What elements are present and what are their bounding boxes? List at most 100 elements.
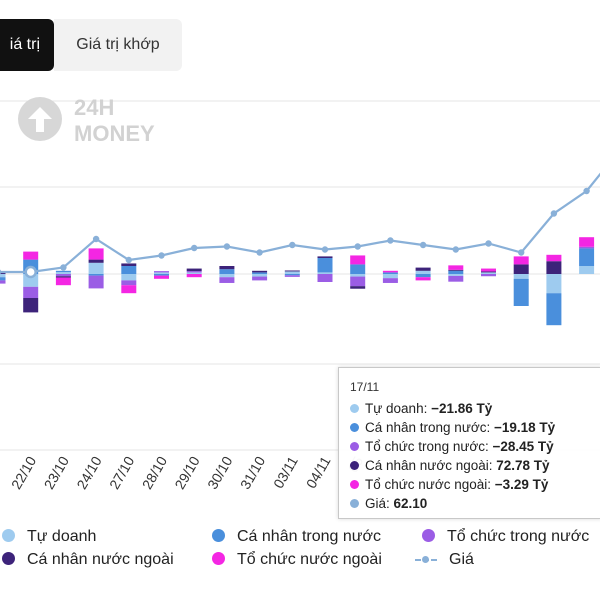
bar-to_chuc_nuoc_ngoai-14-11 <box>579 237 595 247</box>
bar-ca_nhan_nuoc_ngoai-05-11 <box>350 286 366 289</box>
x-tick-label-3: 27/10 <box>106 453 137 492</box>
bar-to_chuc_trong_nuoc-14-11 <box>579 246 595 249</box>
bar-to_chuc_nuoc_ngoai-10-11 <box>448 265 464 270</box>
x-tick-label-1: 23/10 <box>41 453 72 492</box>
bar-ca_nhan_nuoc_ngoai-04-11 <box>317 256 333 258</box>
price-point-22-10 <box>24 265 37 279</box>
bar-ca_nhan_trong_nuoc-10-11 <box>448 270 464 274</box>
bar-tu_doanh-24-10 <box>88 262 104 274</box>
tab-gia-tri[interactable]: iá trị <box>0 19 54 71</box>
bar-to_chuc_trong_nuoc-11-11 <box>481 274 496 277</box>
watermark-text-bottom: MONEY <box>74 121 155 146</box>
bar-tu_doanh-30-10 <box>219 274 235 278</box>
tooltip-row-ca-nhan-nuoc-ngoai: Cá nhân nước ngoài: 72.78 Tỷ <box>350 458 550 473</box>
bar-to_chuc_nuoc_ngoai-13-11 <box>546 254 562 262</box>
x-tick-label-2: 24/10 <box>73 453 104 492</box>
x-axis-labels: 22/10 23/10 24/10 27/10 28/10 29/10 30/10 31/10… <box>8 453 366 492</box>
bar-to_chuc_trong_nuoc-03-11 <box>284 275 300 277</box>
bar-tu_doanh-05-11 <box>350 274 366 277</box>
bar-ca_nhan_nuoc_ngoai-27-10 <box>121 263 137 266</box>
x-tick-label-0: 22/10 <box>8 453 39 492</box>
chart-grid <box>0 100 600 451</box>
bar-ca_nhan_nuoc_ngoai-10-11 <box>448 269 464 271</box>
price-point-21-10 <box>0 269 2 275</box>
bar-ca_nhan_nuoc_ngoai-12-11 <box>513 264 529 274</box>
bar-to_chuc_nuoc_ngoai-23-10 <box>55 277 71 286</box>
price-line-group <box>0 172 600 279</box>
bar-ca_nhan_nuoc_ngoai-21-10 <box>0 272 6 274</box>
legend-item-ca-nhan-nuoc-ngoai[interactable]: Cá nhân nước ngoài <box>2 551 174 569</box>
bar-tu_doanh-28-10 <box>154 272 169 274</box>
bar-to_chuc_trong_nuoc-30-10 <box>219 277 235 283</box>
bar-ca_nhan_trong_nuoc-23-10 <box>55 270 71 273</box>
bar-ca_nhan_trong_nuoc-06-11 <box>382 272 398 274</box>
price-point-05-11 <box>354 243 361 250</box>
x-tick-label-5: 29/10 <box>171 453 202 492</box>
chart-legend: Tự doanh Cá nhân trong nước Tổ chức tron… <box>0 522 600 582</box>
legend-item-ca-nhan-trong-nuoc[interactable]: Cá nhân trong nước <box>212 528 381 546</box>
tooltip-dot-icon <box>350 442 359 451</box>
bar-tu_doanh-07-11 <box>415 270 431 274</box>
price-point-30-10 <box>223 243 231 250</box>
bar-to_chuc_nuoc_ngoai-11-11 <box>481 268 496 272</box>
bar-tu_doanh-13-11 <box>546 274 562 294</box>
bar-ca_nhan_trong_nuoc-05-11 <box>350 264 366 274</box>
bar-tu_doanh-22-10 <box>23 274 39 287</box>
bar-ca_nhan_nuoc_ngoai-30-10 <box>219 266 235 270</box>
x-tick-label-6: 30/10 <box>204 453 235 492</box>
legend-item-gia[interactable]: Giá <box>415 551 474 569</box>
bar-ca_nhan_trong_nuoc-31-10 <box>252 272 268 274</box>
bar-tu_doanh-10-11 <box>448 274 464 276</box>
bar-ca_nhan_trong_nuoc-30-10 <box>219 269 235 274</box>
watermark-text-top: 24H <box>74 95 114 120</box>
legend-dot-icon <box>212 529 225 542</box>
tooltip-row-gia: Giá: 62.10 <box>350 496 427 511</box>
tooltip-dot-icon <box>350 480 359 489</box>
bar-to_chuc_trong_nuoc-27-10 <box>121 280 137 286</box>
price-point-10-11 <box>452 246 459 253</box>
bar-to_chuc_nuoc_ngoai-06-11 <box>382 270 398 273</box>
bar-ca_nhan_trong_nuoc-12-11 <box>513 278 529 306</box>
price-point-12-11 <box>518 249 525 256</box>
price-point-13-11 <box>550 210 558 217</box>
bar-to_chuc_trong_nuoc-28-10 <box>154 271 169 273</box>
tooltip-dot-icon <box>350 404 359 413</box>
tooltip-row-tu-doanh: Tự doanh: −21.86 Tỷ <box>350 401 492 416</box>
tooltip-date: 17/11 <box>350 380 380 394</box>
tooltip: 17/11 Tự doanh: −21.86 Tỷ Cá nhân trong … <box>338 367 600 519</box>
legend-item-tu-doanh[interactable]: Tự doanh <box>2 528 96 546</box>
price-point-23-10 <box>60 264 67 271</box>
bar-to_chuc_nuoc_ngoai-05-11 <box>350 255 366 265</box>
legend-item-to-chuc-trong-nuoc[interactable]: Tổ chức trong nước <box>422 528 589 546</box>
bar-tu_doanh-14-11 <box>579 266 595 274</box>
bar-to_chuc_nuoc_ngoai-12-11 <box>513 256 529 265</box>
legend-item-to-chuc-nuoc-ngoai[interactable]: Tổ chức nước ngoài <box>212 551 382 569</box>
bar-group <box>0 237 595 326</box>
bar-ca_nhan_trong_nuoc-21-10 <box>0 277 6 281</box>
bar-tu_doanh-04-11 <box>317 272 333 274</box>
bar-to_chuc_trong_nuoc-23-10 <box>55 274 71 277</box>
x-tick-label-9: 04/11 <box>303 453 334 491</box>
bar-ca_nhan_trong_nuoc-04-11 <box>317 258 333 273</box>
legend-line-icon <box>415 554 437 564</box>
bar-ca_nhan_trong_nuoc-28-10 <box>154 274 169 276</box>
bar-ca_nhan_nuoc_ngoai-07-11 <box>415 267 431 271</box>
bar-to_chuc_trong_nuoc-24-10 <box>88 275 104 289</box>
legend-dot-icon <box>212 552 225 565</box>
price-point-14-11 <box>583 187 590 195</box>
bar-tu_doanh-31-10 <box>252 274 268 277</box>
price-point-28-10 <box>158 252 165 259</box>
tooltip-dot-icon <box>350 461 359 470</box>
legend-dot-icon <box>2 552 15 565</box>
bar-ca_nhan_nuoc_ngoai-23-10 <box>55 276 71 278</box>
bar-to_chuc_nuoc_ngoai-24-10 <box>88 248 104 260</box>
tooltip-row-to-chuc-nuoc-ngoai: Tổ chức nước ngoài: −3.29 Tỷ <box>350 477 548 492</box>
bar-ca_nhan_trong_nuoc-24-10 <box>88 274 104 276</box>
bar-ca_nhan_trong_nuoc-14-11 <box>579 248 595 266</box>
tab-gia-tri-khop[interactable]: Giá trị khớp <box>54 19 182 71</box>
x-tick-label-4: 28/10 <box>139 453 170 492</box>
tooltip-dot-icon <box>350 499 359 508</box>
watermark-logo: 24H MONEY <box>18 95 155 146</box>
price-point-24-10 <box>92 235 100 243</box>
bar-to_chuc_trong_nuoc-05-11 <box>350 276 366 287</box>
